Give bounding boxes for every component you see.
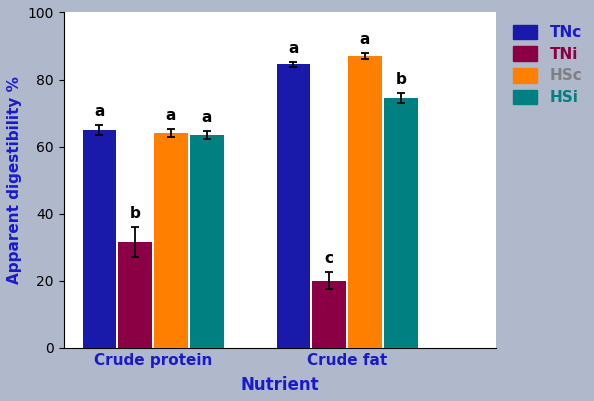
Text: a: a [201,110,212,125]
Text: b: b [129,206,141,221]
Bar [118,242,152,348]
Bar [154,133,188,348]
Text: a: a [166,108,176,123]
Bar [83,130,116,348]
Bar [384,98,418,348]
Y-axis label: Apparent digestibility %: Apparent digestibility % [7,76,22,284]
Text: a: a [360,32,370,47]
Text: c: c [325,251,334,266]
X-axis label: Nutrient: Nutrient [241,376,319,394]
Text: a: a [94,104,105,119]
Text: a: a [288,41,299,56]
Text: b: b [396,72,406,87]
Bar [190,135,223,348]
Bar [348,56,382,348]
Legend: TNc, TNi, HSc, HSi: TNc, TNi, HSc, HSi [508,20,587,110]
Bar [277,65,310,348]
Bar [312,281,346,348]
